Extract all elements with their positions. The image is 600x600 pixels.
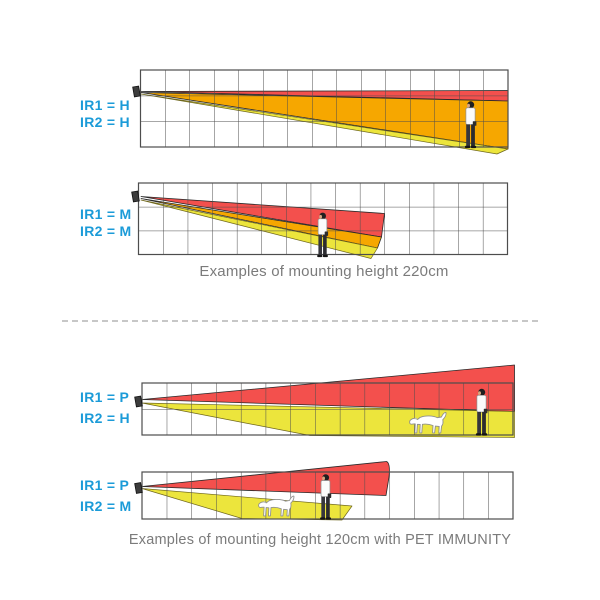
diagram-ir-mm	[131, 182, 509, 259]
sensor-icon	[134, 395, 143, 408]
diagram-ir-ph	[134, 364, 515, 438]
sensor-icon	[131, 190, 140, 203]
ir2-label-diagram-ph: IR2 = H	[80, 410, 130, 426]
grid-border	[141, 382, 514, 436]
section-divider	[62, 320, 538, 322]
grid-border	[139, 69, 509, 148]
ir2-label-diagram-hh: IR2 = H	[80, 114, 130, 130]
ir1-label-diagram-pm: IR1 = P	[80, 477, 130, 493]
ir2-label-diagram-mm: IR2 = M	[80, 223, 132, 239]
caption-mounting-height-120-pet: Examples of mounting height 120cm with P…	[128, 532, 512, 548]
caption-mounting-height-220: Examples of mounting height 220cm	[199, 263, 449, 280]
ir1-label-diagram-mm: IR1 = M	[80, 206, 132, 222]
ir1-label-diagram-ph: IR1 = P	[80, 389, 130, 405]
grid-border	[137, 182, 509, 256]
ir1-label-diagram-hh: IR1 = H	[80, 97, 130, 113]
diagram-ir-pm	[134, 461, 514, 521]
ir2-label-diagram-pm: IR2 = M	[80, 498, 132, 514]
grid	[142, 383, 513, 435]
diagram-ir-hh	[132, 69, 509, 155]
sensor-icon	[134, 482, 143, 494]
grid	[140, 70, 508, 147]
sensor-icon	[132, 85, 141, 98]
